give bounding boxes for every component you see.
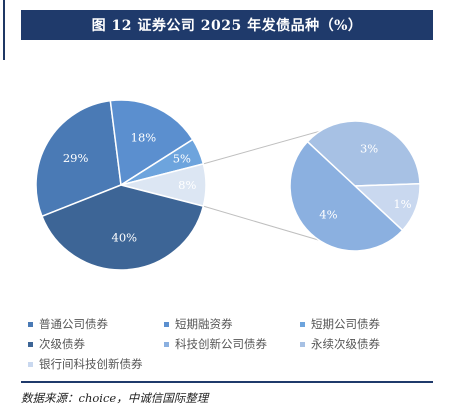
bottom-rule [21,381,433,383]
legend-swatch [28,322,33,327]
main-slice-label: 40% [112,231,138,245]
legend-swatch [300,342,305,347]
legend-item: 短期融资券 [164,316,233,332]
main-pie: 29% 18% 5% 8% 40% [36,100,206,270]
legend-swatch [300,322,305,327]
secondary-slice-label: 3% [360,141,378,155]
bar-of-pie-chart: 29% 18% 5% 8% 40% 3% 1% 4% [0,0,450,316]
legend-label: 永续次级债券 [311,336,380,352]
main-slice-label: 8% [178,178,196,192]
secondary-pie: 3% 1% 4% [290,121,420,251]
secondary-slice-label: 4% [319,208,337,222]
legend-label: 普通公司债券 [39,316,108,332]
main-slice-label: 29% [63,151,89,165]
legend-label: 科技创新公司债券 [175,336,267,352]
legend-label: 短期融资券 [175,316,233,332]
legend-item: 银行间科技创新债券 [28,356,143,372]
legend-swatch [164,342,169,347]
legend-item: 永续次级债券 [300,336,380,352]
source-note: 数据来源：choice，中诚信国际整理 [21,390,208,406]
secondary-slice-label: 1% [393,197,411,211]
legend-swatch [28,342,33,347]
main-slice-label: 18% [131,130,157,144]
main-slice-label: 5% [173,152,191,166]
legend-swatch [164,322,169,327]
legend-label: 短期公司债券 [311,316,380,332]
legend-label: 银行间科技创新债券 [39,356,143,372]
legend-item: 普通公司债券 [28,316,108,332]
legend-item: 次级债券 [28,336,85,352]
legend-item: 短期公司债券 [300,316,380,332]
legend-item: 科技创新公司债券 [164,336,267,352]
legend-label: 次级债券 [39,336,85,352]
legend-swatch [28,362,33,367]
